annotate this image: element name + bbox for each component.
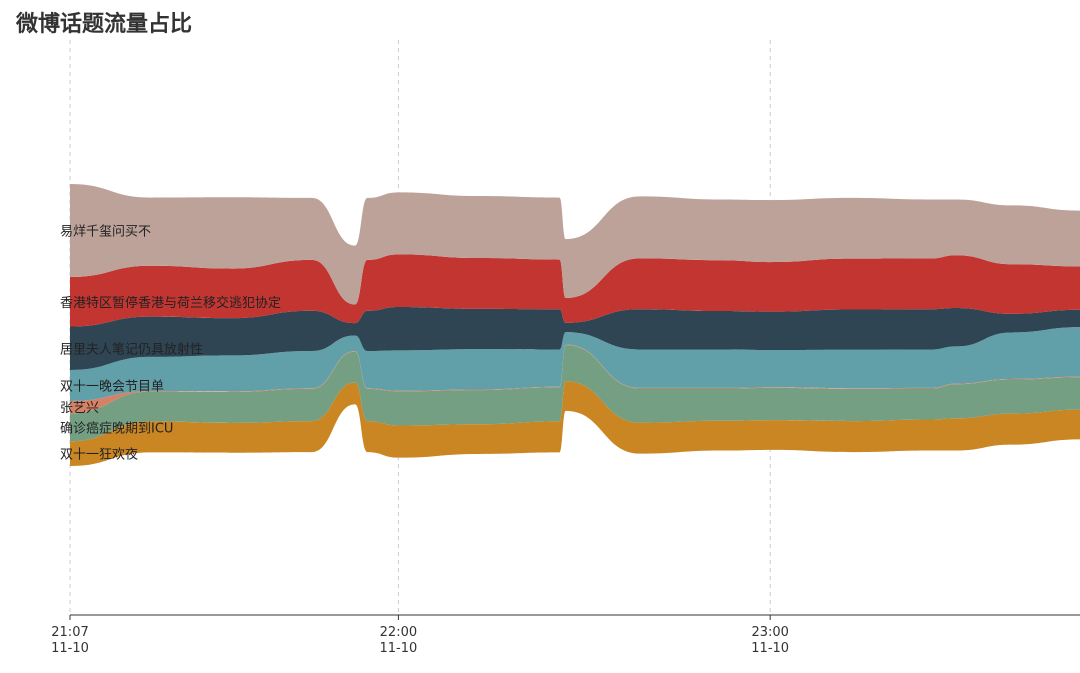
x-tick-time-2: 23:00	[751, 625, 788, 640]
series-label-6: 易烊千玺问买不	[60, 224, 151, 239]
stream-0	[70, 381, 1080, 467]
x-tick-date-0: 11-10	[51, 641, 89, 656]
x-tick-date-2: 11-10	[751, 641, 789, 656]
stream-1	[70, 345, 1080, 442]
x-tick-date-1: 11-10	[380, 641, 418, 656]
x-tick-time-1: 22:00	[380, 625, 417, 640]
series-label-2: 张艺兴	[60, 401, 99, 416]
series-label-4: 居里夫人笔记仍具放射性	[60, 341, 203, 357]
series-label-5: 香港特区暂停香港与荷兰移交逃犯协定	[60, 295, 281, 311]
series-label-0: 双十一狂欢夜	[60, 448, 138, 463]
stream-3	[70, 327, 1080, 401]
chart-title: 微博话题流量占比	[16, 12, 193, 37]
stream-4	[70, 307, 1080, 370]
stream-6	[70, 183, 1080, 305]
x-tick-time-0: 21:07	[51, 625, 88, 640]
series-label-3: 双十一晚会节目单	[60, 379, 164, 394]
stream-layers	[70, 183, 1080, 467]
stream-5	[70, 254, 1080, 327]
series-labels: 双十一狂欢夜 确诊癌症晚期到ICU 张艺兴 双十一晚会节目单 居里夫人笔记仍具放射性 香港…	[60, 224, 281, 462]
series-label-1: 确诊癌症晚期到ICU	[60, 420, 173, 436]
